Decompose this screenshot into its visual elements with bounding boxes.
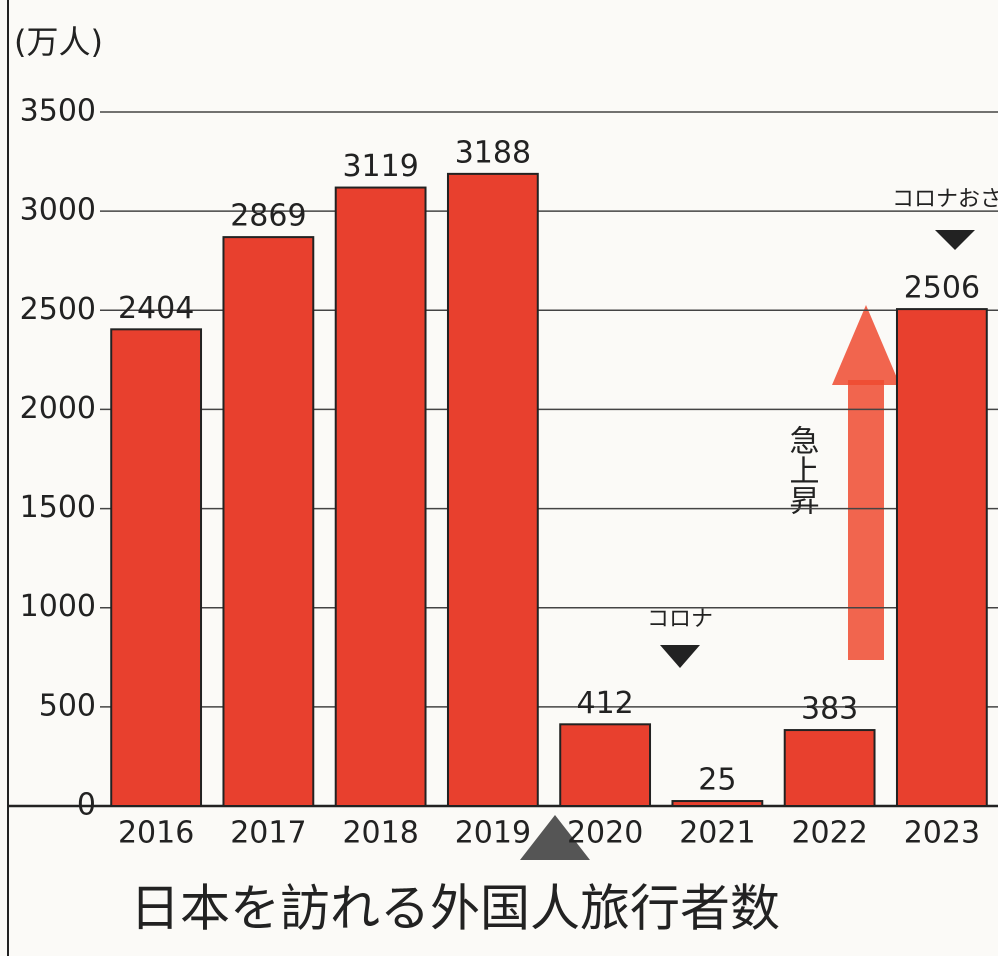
- x-tick-label: 2017: [230, 816, 306, 851]
- bar: [895, 308, 988, 807]
- unit-label: (万人): [14, 23, 103, 61]
- y-tick-label: 2500: [20, 292, 96, 327]
- x-tick-label: 2021: [679, 816, 755, 851]
- data-label: 25: [698, 763, 736, 798]
- down-marker: [935, 230, 975, 250]
- down-marker: [660, 645, 700, 668]
- y-tick-label: 500: [39, 688, 96, 723]
- data-label: 412: [576, 686, 633, 721]
- annotation: コロナおさまった: [892, 187, 998, 212]
- bar: [671, 800, 764, 807]
- y-tick-label: 1000: [20, 589, 96, 624]
- y-tick-label: 3500: [20, 94, 96, 129]
- y-tick-label: 3000: [20, 193, 96, 228]
- arrow-head: [832, 305, 900, 385]
- data-label: 2869: [230, 199, 306, 234]
- x-tick-label: 2018: [342, 816, 418, 851]
- data-label: 3119: [342, 149, 418, 184]
- data-label: 3188: [455, 135, 531, 170]
- y-tick-label: 1500: [20, 490, 96, 525]
- annotation: 急上昇: [784, 425, 819, 515]
- bar: [110, 328, 203, 807]
- data-label: 2506: [904, 271, 980, 306]
- bar: [559, 723, 652, 807]
- bar: [783, 729, 876, 808]
- data-label: 2404: [118, 291, 194, 326]
- x-tick-label: 2023: [904, 816, 980, 851]
- mountain-icon: [520, 815, 590, 860]
- x-tick-label: 2016: [118, 816, 194, 851]
- x-tick-label: 2020: [567, 816, 643, 851]
- x-tick-label: 2022: [791, 816, 867, 851]
- rise-arrow: [832, 305, 900, 660]
- bar: [446, 172, 539, 807]
- data-label: 383: [801, 692, 858, 727]
- y-tick-label: 2000: [20, 391, 96, 426]
- bar: [222, 236, 315, 807]
- chart-title: 日本を訪れる外国人旅行者数: [130, 880, 780, 938]
- x-tick-label: 2019: [455, 816, 531, 851]
- arrow-shaft: [848, 380, 884, 660]
- bar: [334, 186, 427, 807]
- annotation: コロナ: [647, 607, 713, 632]
